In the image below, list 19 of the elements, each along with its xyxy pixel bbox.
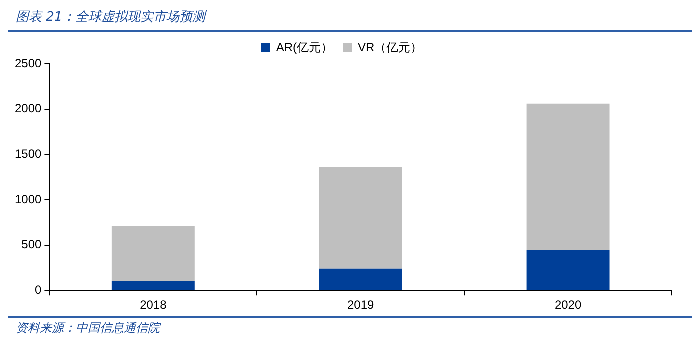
y-tick-label: 1500 xyxy=(14,146,42,161)
text: 资料来源：中国信息通信院 xyxy=(15,320,162,337)
bar xyxy=(526,104,610,250)
bar xyxy=(319,268,402,290)
bar xyxy=(319,167,402,269)
y-tick-label: 2000 xyxy=(14,102,42,116)
x-tick-label: 2019 xyxy=(347,298,375,312)
x-tick-label: 2020 xyxy=(554,298,582,312)
bar xyxy=(112,282,195,290)
y-tick-label: 1000 xyxy=(14,192,42,206)
legend-label: VR（亿元） xyxy=(358,40,423,54)
x-tick-label: 2018 xyxy=(140,298,168,312)
bar xyxy=(526,250,610,290)
y-tick-label: 0 xyxy=(35,282,42,297)
bar xyxy=(112,226,195,282)
chart-title: 图表 21：全球虚拟现实市场预测 xyxy=(15,9,208,27)
y-tick-label: 2500 xyxy=(14,56,42,70)
legend-label: AR(亿元） xyxy=(276,40,334,54)
y-tick-label: 500 xyxy=(22,238,42,252)
